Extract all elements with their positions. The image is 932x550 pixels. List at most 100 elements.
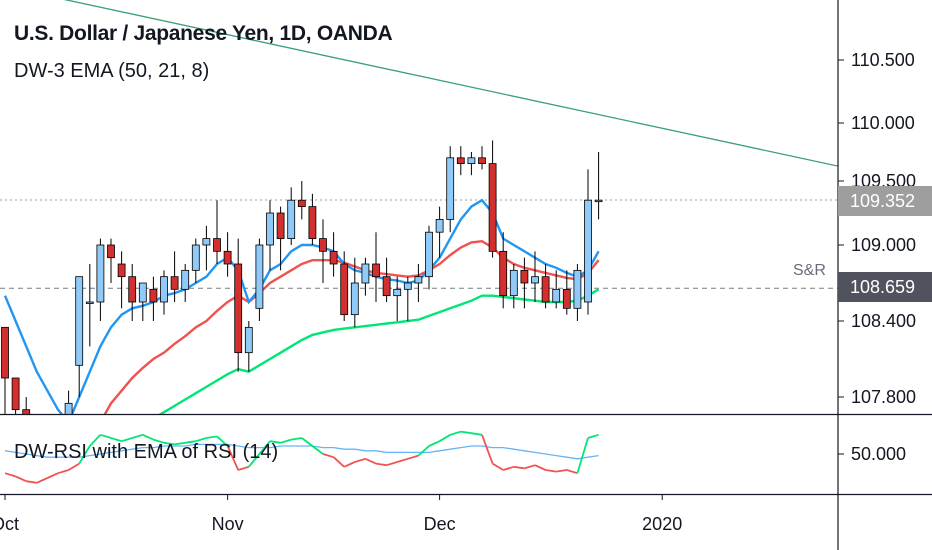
candle [255,238,264,321]
candle-body [509,269,518,297]
candle-body [223,250,232,265]
candle [435,206,444,258]
rsi-segment [354,457,366,463]
rsi-segment [57,469,69,475]
candle [509,264,518,309]
candle [361,257,370,296]
candle-body [308,206,317,240]
candle-body [138,282,147,303]
rsi-segment [311,445,324,455]
candle-body [340,263,349,316]
candle-body [393,288,402,297]
candle-body [361,263,370,284]
rsi-segment [492,462,504,471]
candle [584,169,592,315]
rsi-segment [142,433,154,441]
candle [170,251,179,302]
symbol-title: U.S. Dollar / Japanese Yen, 1D, OANDA [14,22,393,45]
candle-body [170,276,179,290]
candle-body [541,276,550,303]
candle [573,264,582,321]
time-tick-label: 2020 [642,514,682,534]
rsi-segment [206,435,218,439]
candle-body [22,409,31,414]
rsi-segment [576,437,589,474]
support-price-tag: 108.659 [838,272,932,302]
rsi-segment [343,461,356,468]
candle-body [64,402,73,414]
ema-8-line [3,198,600,414]
candle [107,238,115,283]
rsi-segment [68,462,80,471]
candle-body [414,276,423,284]
candle-body [255,244,264,309]
candle-body [213,238,221,252]
rsi-segment [502,465,515,471]
candle-body [594,199,603,203]
candle-body [287,199,296,239]
ema-50-line [158,288,600,414]
rsi-segment [513,465,525,470]
rsi-segment [471,432,483,436]
candle-body [191,244,200,271]
candle-body [456,157,465,165]
candle-body [562,288,571,309]
rsi-segment [439,434,451,442]
rsi-segment [545,469,557,473]
candle [117,251,126,309]
rsi-segment [269,440,281,444]
candle [85,264,94,347]
candle [562,270,571,315]
rsi-segment [47,472,59,479]
candle [266,200,274,271]
rsi-segment [375,462,387,467]
candle-body [11,377,20,411]
candle-body [234,263,243,354]
rsi-segment [365,457,377,465]
rsi-segment [417,445,430,457]
candle-body [467,157,476,165]
candle-body [499,250,508,297]
candle [128,264,137,321]
candle [244,321,253,372]
candles [1,140,603,414]
candle [11,377,20,414]
rsi-segment [301,437,313,447]
candle-body [202,238,211,246]
candle-body [329,250,338,265]
time-tick-label: Oct [0,514,19,534]
candle-body [149,288,158,303]
candle-body [96,244,105,303]
candle [520,257,529,309]
candle [138,282,147,321]
candle [181,264,190,302]
rsi-segment [291,437,302,441]
rsi-segment [556,469,567,473]
candle-body [181,269,190,290]
price-tick-label: 109.000 [851,235,916,255]
candle-body [244,326,253,354]
candle-body [531,276,539,284]
candle-body [297,199,306,207]
rsi-segment [280,438,292,444]
candle [467,152,476,176]
candle-body [435,218,444,233]
candle [1,326,9,414]
rsi-tick-label: 50.000 [851,444,906,464]
candle-body [319,238,327,252]
candle [478,146,486,170]
candle-body [552,288,561,303]
rsi-segment [407,454,419,460]
rsi-segment [195,437,207,443]
candle [202,225,211,271]
candle [552,270,561,309]
candle [191,238,200,283]
candle-body [75,276,84,366]
candle [319,219,327,283]
candle [350,257,359,328]
rsi-segment [248,453,261,468]
candle [403,276,412,321]
rsi-segment [89,434,102,447]
price-tick-label: 110.000 [851,113,915,133]
